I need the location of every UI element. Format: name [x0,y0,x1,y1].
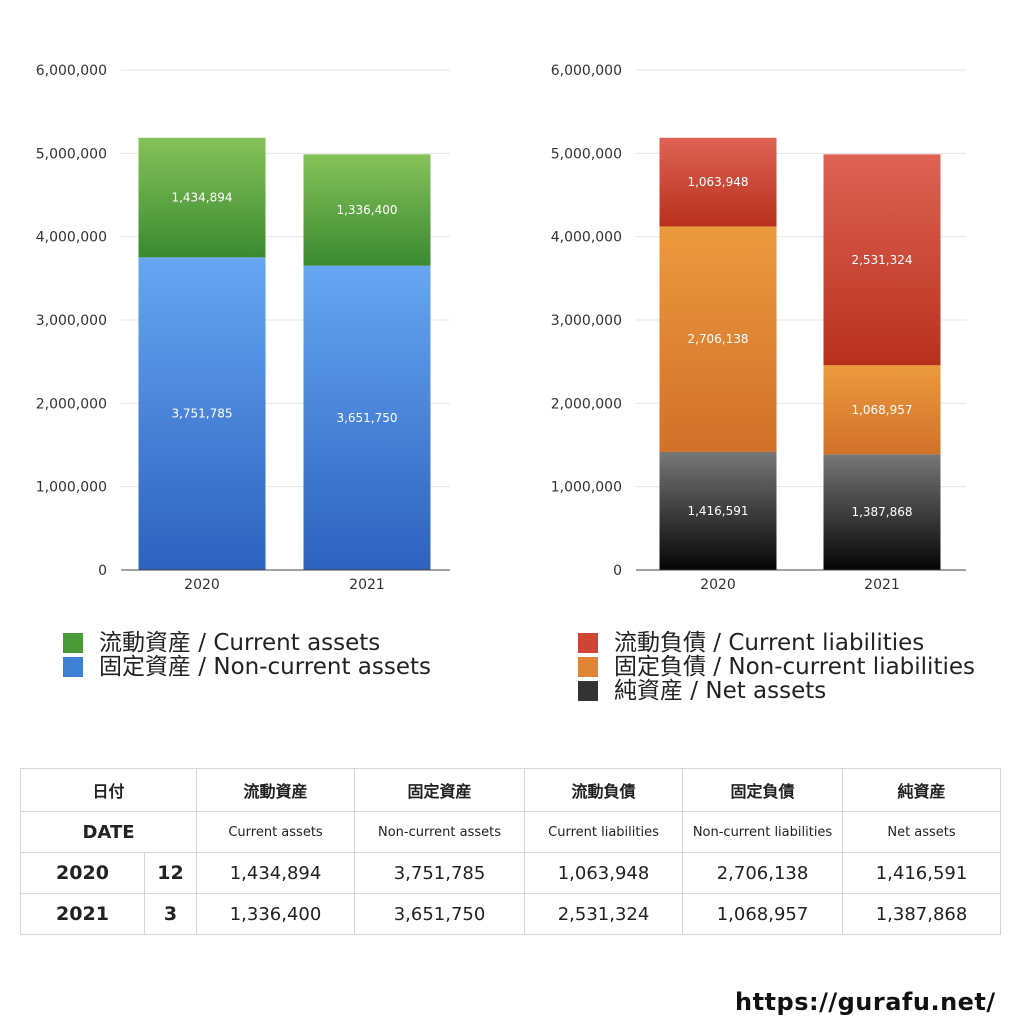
data-label: 1,387,868 [851,505,912,519]
liabilities-chart: 0 1,000,000 2,000,000 3,000,000 4,000,000 5,0… [551,63,966,593]
y-tick-label: 6,000,000 [36,63,107,79]
data-label: 1,416,591 [687,504,748,518]
x-tick-label: 2021 [864,577,900,593]
header-current-assets-en: Current assets [196,811,356,853]
balance-table: 日付 流動資産 固定資産 流動負債 固定負債 純資産 DATE Current … [19,768,1002,935]
table-cell: 1,336,400 [196,893,356,935]
legend-label: 純資産 / Net assets [614,678,827,704]
bar-segment [823,365,941,455]
table-cell: 1,416,591 [842,852,1002,894]
data-label: 3,651,750 [336,411,397,425]
liabilities-legend: 流動負債 / Current liabilities 固定負債 / Non-cu… [578,631,975,703]
legend-label: 固定資産 / Non-current assets [99,654,432,680]
table-header-row: DATE Current assets Non-current assets C… [19,811,1002,853]
y-tick-label: 1,000,000 [551,480,622,496]
bar-segment [823,154,941,366]
table-cell: 1,068,957 [682,893,844,935]
y-tick-label: 0 [613,563,622,579]
data-label: 1,336,400 [336,203,397,217]
header-current-liabilities-jp: 流動負債 [524,768,684,812]
table-cell: 3,651,750 [354,893,526,935]
bar-segment [659,137,777,227]
table-cell: 3,751,785 [354,852,526,894]
table-cell: 2,706,138 [682,852,844,894]
header-date-en: DATE [19,811,198,853]
x-tick-label: 2020 [700,577,736,593]
y-tick-label: 0 [98,563,107,579]
header-current-liabilities-en: Current liabilities [524,811,684,853]
x-tick-label: 2021 [349,577,385,593]
header-noncurrent-assets-jp: 固定資産 [354,768,526,812]
data-label: 2,531,324 [851,253,912,267]
table-cell: 1,434,894 [196,852,356,894]
legend-label: 流動資産 / Current assets [99,630,381,656]
x-tick-label: 2020 [184,577,220,593]
legend-swatch [63,657,83,677]
header-noncurrent-assets-en: Non-current assets [354,811,526,853]
header-noncurrent-liabilities-jp: 固定負債 [682,768,844,812]
y-tick-label: 2,000,000 [36,396,107,412]
table-row: 2020 12 1,434,894 3,751,785 1,063,948 2,… [20,852,1002,894]
y-tick-label: 4,000,000 [551,230,622,246]
legend-swatch [578,657,598,677]
bar-segment [138,137,266,258]
table-header-row: 日付 流動資産 固定資産 流動負債 固定負債 純資産 [19,768,1002,812]
header-current-assets-jp: 流動資産 [196,768,356,812]
legend-item: 固定負債 / Non-current liabilities [578,655,975,679]
row-month: 3 [143,893,198,935]
bar-segment [659,226,777,452]
data-label: 1,068,957 [851,403,912,417]
legend-label: 流動負債 / Current liabilities [614,630,925,656]
assets-chart: 0 1,000,000 2,000,000 3,000,000 4,000,000 5,0… [36,63,450,593]
bar-segment [303,265,431,570]
table-cell: 1,063,948 [524,852,684,894]
bar-segment [823,454,941,570]
site-url: https://gurafu.net/ [735,988,996,1016]
bar-segment [303,154,431,266]
row-year: 2020 [20,852,145,894]
header-net-assets-jp: 純資産 [842,768,1002,812]
data-label: 1,063,948 [687,175,748,189]
assets-legend: 流動資産 / Current assets 固定資産 / Non-current… [63,631,431,679]
legend-swatch [63,633,83,653]
legend-item: 流動資産 / Current assets [63,631,431,655]
row-month: 12 [143,852,198,894]
legend-label: 固定負債 / Non-current liabilities [614,654,975,680]
data-label: 3,751,785 [171,407,232,421]
y-tick-label: 4,000,000 [36,230,107,246]
y-tick-label: 6,000,000 [551,63,622,79]
legend-swatch [578,633,598,653]
header-net-assets-en: Net assets [842,811,1002,853]
bar-segment [659,451,777,570]
y-tick-label: 3,000,000 [551,313,622,329]
y-tick-label: 3,000,000 [36,313,107,329]
data-label: 2,706,138 [687,332,748,346]
y-tick-label: 5,000,000 [36,146,107,162]
row-year: 2021 [20,893,145,935]
header-date-jp: 日付 [19,768,198,812]
table-row: 2021 3 1,336,400 3,651,750 2,531,324 1,0… [20,893,1002,935]
legend-item: 固定資産 / Non-current assets [63,655,431,679]
table-cell: 2,531,324 [524,893,684,935]
y-tick-label: 1,000,000 [36,480,107,496]
y-tick-label: 2,000,000 [551,396,622,412]
bar-segment [138,257,266,570]
legend-item: 流動負債 / Current liabilities [578,631,975,655]
data-label: 1,434,894 [171,191,232,205]
y-tick-label: 5,000,000 [551,146,622,162]
legend-item: 純資産 / Net assets [578,679,975,703]
legend-swatch [578,681,598,701]
header-noncurrent-liabilities-en: Non-current liabilities [682,811,844,853]
table-cell: 1,387,868 [842,893,1002,935]
